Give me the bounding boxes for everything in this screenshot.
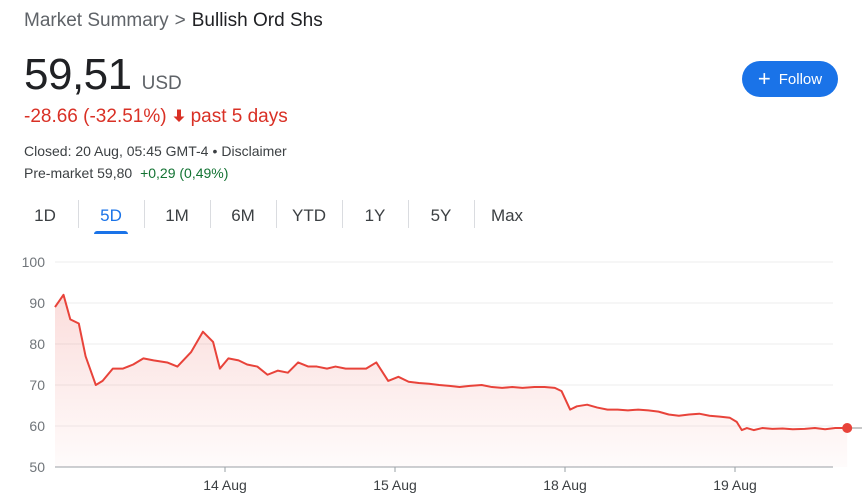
plus-icon: + [757,66,771,91]
tab-5d[interactable]: 5D [78,198,144,234]
price-area-fill [55,294,848,467]
premarket-price: Pre-market 59,80 [24,165,133,181]
tab-6m[interactable]: 6M [210,198,276,234]
dot-separator: • [212,143,218,159]
tab-1y[interactable]: 1Y [342,198,408,234]
follow-button[interactable]: + Follow [742,61,838,97]
price-change-row: -28.66 (-32.51%) past 5 days [24,106,288,128]
y-tick-label: 60 [29,418,45,434]
tab-1d[interactable]: 1D [12,198,78,234]
tab-label: YTD [292,206,326,225]
y-tick-label: 70 [29,377,45,393]
y-tick-label: 80 [29,336,45,352]
closed-time: Closed: 20 Aug, 05:45 GMT-4 [24,143,209,159]
breadcrumb-separator: > [174,10,186,31]
y-tick-label: 90 [29,295,45,311]
tab-label: 5Y [430,206,452,225]
current-price: 59,51 [24,50,132,99]
change-period: past 5 days [190,106,288,127]
tab-label: 5D [100,206,122,225]
breadcrumb-parent-link[interactable]: Market Summary [24,10,169,31]
current-price-dot [842,423,853,434]
closed-info: Closed: 20 Aug, 05:45 GMT-4 • Disclaimer [24,143,287,159]
range-tabs: 1D 5D 1M 6M YTD 1Y 5Y Max [12,198,540,234]
tab-ytd[interactable]: YTD [276,198,342,234]
breadcrumb: Market Summary > Bullish Ord Shs [24,10,323,32]
premarket-info: Pre-market 59,80 +0,29 (0,49%) [24,165,228,181]
price-chart[interactable]: 50 60 70 80 90 100 14 Aug 15 Aug 18 Aug 19 Aug [0,245,862,503]
tab-label: Max [490,206,524,225]
currency-label: USD [141,73,182,94]
y-tick-label: 100 [22,254,46,270]
follow-button-label: Follow [778,70,823,88]
tab-label: 1M [165,206,189,225]
y-tick-label: 50 [29,459,45,475]
breadcrumb-current: Bullish Ord Shs [191,10,323,31]
disclaimer-link[interactable]: Disclaimer [221,143,287,159]
price-row: 59,51 USD [24,50,182,100]
arrow-down-icon [173,107,185,128]
x-tick-label: 15 Aug [373,477,417,493]
x-tick-label: 14 Aug [203,477,247,493]
tab-label: 1Y [364,206,386,225]
tab-5y[interactable]: 5Y [408,198,474,234]
tab-label: 6M [231,206,255,225]
x-tick-label: 19 Aug [713,477,757,493]
tab-1m[interactable]: 1M [144,198,210,234]
tab-label: 1D [34,206,56,225]
price-line [54,293,848,432]
premarket-change: +0,29 (0,49%) [140,165,229,181]
tab-max[interactable]: Max [474,198,540,234]
x-tick-label: 18 Aug [543,477,587,493]
price-change: -28.66 (-32.51%) [24,106,167,127]
